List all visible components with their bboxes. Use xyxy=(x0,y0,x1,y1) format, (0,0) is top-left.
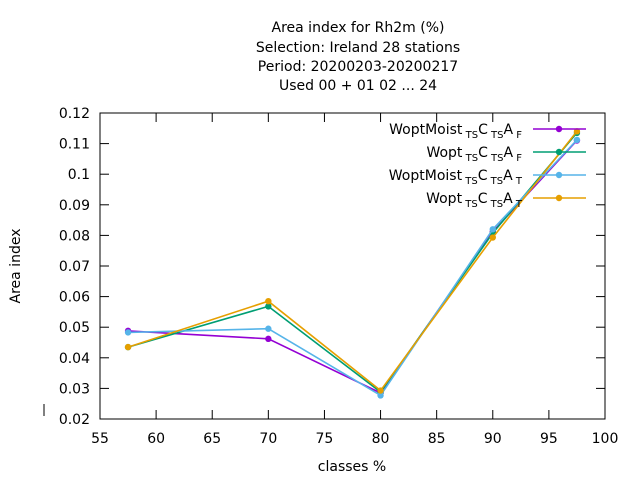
title-line-1: Area index for Rh2m (%) xyxy=(272,20,445,36)
data-point xyxy=(377,387,384,394)
y-tick-label: 0.09 xyxy=(59,198,90,214)
x-tick-label: 100 xyxy=(592,431,619,447)
y-tick-label: 0.04 xyxy=(59,351,90,367)
x-tick-label: 65 xyxy=(203,431,221,447)
legend-entry-1: WoptMoist TSC TSA F xyxy=(389,122,586,141)
legend-entry-2: Wopt TSC TSA F xyxy=(426,145,586,164)
y-axis: 0.02 0.03 0.04 0.05 0.06 0.07 0.08 0.09 0.1 0.11 0… xyxy=(59,106,605,428)
legend-label: Wopt TSC TSA F xyxy=(426,145,522,164)
data-point xyxy=(489,226,496,233)
y-tick-label: 0.11 xyxy=(59,137,90,153)
x-tick-label: 85 xyxy=(428,431,446,447)
data-point xyxy=(573,136,581,144)
legend-entry-3: WoptMoist TSC TSA T xyxy=(389,168,586,187)
legend-label: WoptMoist TSC TSA F xyxy=(389,122,522,141)
chart-title: Area index for Rh2m (%) Selection: Irela… xyxy=(256,20,460,94)
x-tick-label: 55 xyxy=(91,431,109,447)
legend-entry-4: Wopt TSC TSA T xyxy=(426,191,586,210)
data-point xyxy=(489,234,496,241)
x-tick-label: 80 xyxy=(372,431,390,447)
x-axis-label: classes % xyxy=(318,459,386,475)
y-tick-label: 0.05 xyxy=(59,320,90,336)
x-tick-label: 70 xyxy=(259,431,277,447)
legend-swatch-point xyxy=(555,171,563,179)
y-tick-label: 0.03 xyxy=(59,381,90,397)
x-tick-label: 90 xyxy=(484,431,502,447)
y-tick-label: 0.08 xyxy=(59,228,90,244)
y-axis-label: Area index xyxy=(8,229,24,304)
legend-swatch-point xyxy=(555,125,563,133)
y-tick-label: 0.07 xyxy=(59,259,90,275)
y-tick-label: 0.1 xyxy=(68,167,90,183)
title-line-4: Used 00 + 01 02 ... 24 xyxy=(279,78,437,94)
x-tick-label: 60 xyxy=(147,431,165,447)
legend-swatch-point xyxy=(555,148,563,156)
legend-label: WoptMoist TSC TSA T xyxy=(389,168,523,187)
series-group xyxy=(124,128,581,399)
x-tick-label: 95 xyxy=(540,431,558,447)
data-point xyxy=(265,297,272,305)
y-tick-label: 0.02 xyxy=(59,412,90,428)
data-point xyxy=(124,329,132,336)
data-point xyxy=(265,325,272,332)
legend-label: Wopt TSC TSA T xyxy=(426,191,523,210)
data-point xyxy=(265,303,272,310)
title-line-2: Selection: Ireland 28 stations xyxy=(256,40,460,56)
data-point xyxy=(265,335,272,343)
x-tick-label: 75 xyxy=(316,431,334,447)
legend-swatch-point xyxy=(555,194,563,202)
y-tick-label: 0.06 xyxy=(59,290,90,306)
x-axis: 55 60 65 70 75 80 85 90 95 100 xyxy=(91,113,618,447)
legend: WoptMoist TSC TSA F Wopt TSC TSA F WoptMoi… xyxy=(389,122,586,210)
title-line-3: Period: 20200203-20200217 xyxy=(258,59,458,75)
data-point xyxy=(124,343,132,351)
series-3 xyxy=(124,136,581,399)
data-point xyxy=(377,392,384,399)
y-tick-label: 0.12 xyxy=(59,106,90,122)
plot-frame xyxy=(99,112,606,420)
